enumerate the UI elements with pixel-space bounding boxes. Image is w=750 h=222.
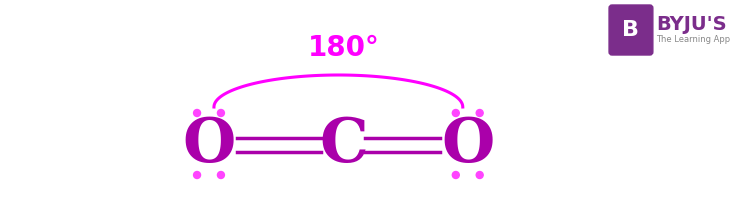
Text: O: O [182, 115, 236, 175]
Circle shape [452, 172, 459, 178]
Text: B: B [622, 20, 640, 40]
Circle shape [194, 172, 200, 178]
Circle shape [217, 109, 224, 117]
Circle shape [476, 172, 483, 178]
Circle shape [194, 109, 200, 117]
Circle shape [476, 109, 483, 117]
Text: The Learning App: The Learning App [656, 35, 730, 44]
Circle shape [452, 109, 459, 117]
Text: O: O [441, 115, 494, 175]
Text: C: C [319, 115, 368, 175]
FancyBboxPatch shape [609, 5, 652, 55]
Text: BYJU'S: BYJU'S [656, 15, 727, 34]
Circle shape [217, 172, 224, 178]
Text: 180°: 180° [308, 34, 380, 62]
